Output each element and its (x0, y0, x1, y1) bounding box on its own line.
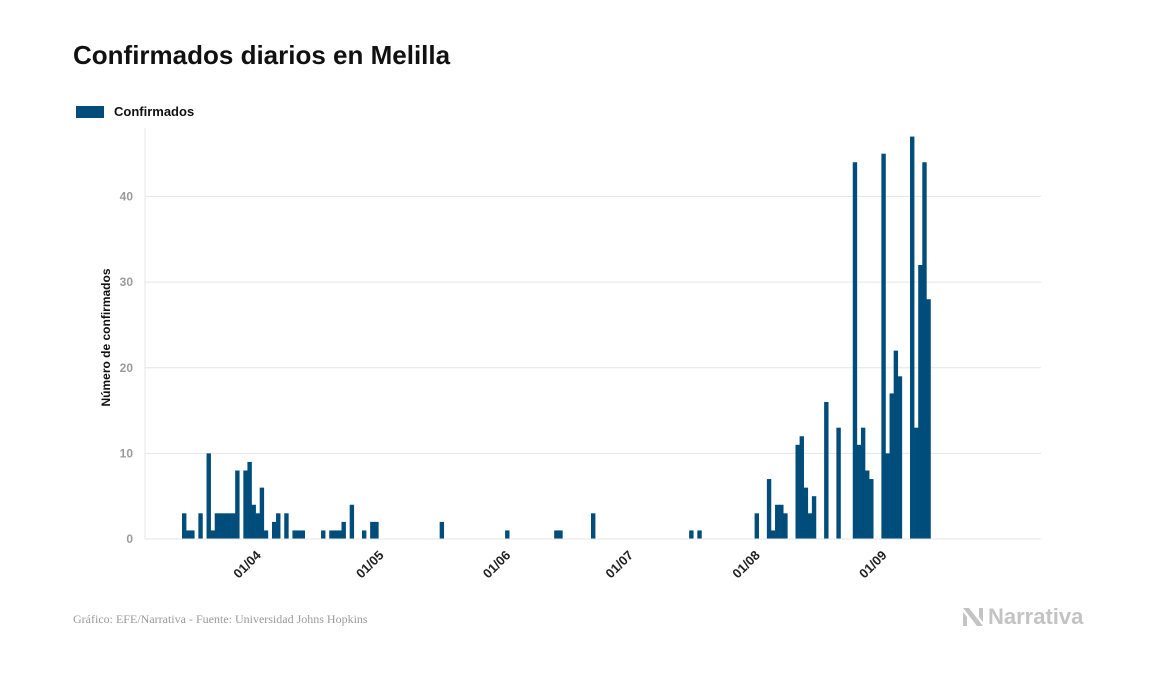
y-tick-label: 20 (120, 361, 134, 375)
bar (218, 513, 224, 539)
bar (926, 299, 931, 539)
bar (296, 530, 301, 539)
x-tick-label: 01/05 (353, 548, 387, 582)
bars (182, 136, 931, 540)
bar (836, 427, 841, 539)
bar (795, 444, 800, 539)
bar (329, 530, 334, 539)
y-axis-ticks: 0 10 20 30 40 (120, 190, 134, 547)
bar (897, 376, 903, 539)
bar (182, 513, 187, 539)
bar (370, 521, 375, 540)
bar (321, 530, 326, 539)
bar (243, 470, 248, 539)
gridlines (144, 128, 1041, 539)
bar (337, 530, 342, 539)
bar (292, 530, 297, 539)
y-tick-label: 10 (120, 446, 134, 460)
x-tick-label: 01/07 (602, 548, 636, 582)
y-tick-label: 0 (126, 532, 133, 546)
bar (852, 162, 858, 539)
narrativa-logo-icon (963, 608, 983, 626)
bar (505, 530, 510, 539)
bar (214, 513, 220, 539)
bar (259, 487, 265, 540)
bar (754, 513, 759, 539)
bar (591, 513, 596, 539)
bar (766, 479, 772, 539)
bar (341, 521, 346, 540)
bar (689, 530, 694, 539)
bar (255, 513, 261, 539)
x-tick-label: 01/06 (480, 548, 514, 582)
bar (910, 136, 915, 539)
bar (333, 530, 338, 539)
bar (775, 504, 780, 539)
x-axis-ticks: 01/04 01/05 01/06 01/07 01/08 01/09 (230, 547, 889, 581)
bar (799, 436, 804, 539)
bar (186, 530, 191, 539)
bar (807, 513, 813, 539)
bar (860, 427, 866, 539)
bar (251, 504, 256, 539)
bar (235, 470, 240, 539)
y-tick-label: 40 (120, 190, 134, 204)
chart-title: Confirmados diarios en Melilla (73, 40, 451, 70)
bar (263, 530, 269, 539)
bar (206, 453, 211, 540)
bar (271, 521, 277, 540)
bar (914, 427, 919, 539)
bar (856, 444, 862, 539)
bar (811, 496, 817, 539)
x-tick-label: 01/08 (729, 548, 763, 582)
bar (276, 513, 281, 539)
source-credit: Gráfico: EFE/Narrativa - Fuente: Univers… (73, 612, 368, 626)
brand-name: Narrativa (988, 604, 1084, 629)
bar (247, 461, 252, 539)
legend-label: Confirmados (114, 104, 195, 119)
bar (349, 504, 355, 539)
bar (222, 513, 228, 539)
x-tick-label: 01/09 (856, 548, 890, 582)
y-axis-label: Número de confirmados (99, 268, 113, 406)
bar (783, 513, 788, 539)
bar (869, 479, 874, 539)
legend: Confirmados (76, 104, 194, 119)
bar (231, 513, 236, 539)
bar (889, 393, 894, 539)
legend-swatch (76, 105, 104, 118)
bar (770, 530, 776, 539)
bar (198, 513, 203, 539)
brand-logo: Narrativa (962, 604, 1083, 630)
bar (226, 513, 232, 539)
bar (918, 265, 923, 539)
bar (779, 504, 784, 539)
bar (803, 487, 809, 540)
bar (210, 530, 216, 539)
bar (300, 530, 305, 539)
bar (697, 530, 702, 539)
bar (284, 513, 289, 539)
bar (190, 530, 195, 539)
bar (361, 530, 367, 539)
bar (885, 453, 890, 540)
bar (922, 162, 927, 539)
bar (374, 521, 379, 540)
bar (893, 350, 899, 540)
x-tick-label: 01/04 (230, 547, 264, 581)
y-tick-label: 30 (120, 275, 134, 289)
bar (558, 530, 563, 539)
bar (439, 521, 445, 540)
bar (865, 470, 870, 539)
bar (824, 402, 829, 539)
bar (881, 153, 886, 539)
bar (554, 530, 559, 539)
